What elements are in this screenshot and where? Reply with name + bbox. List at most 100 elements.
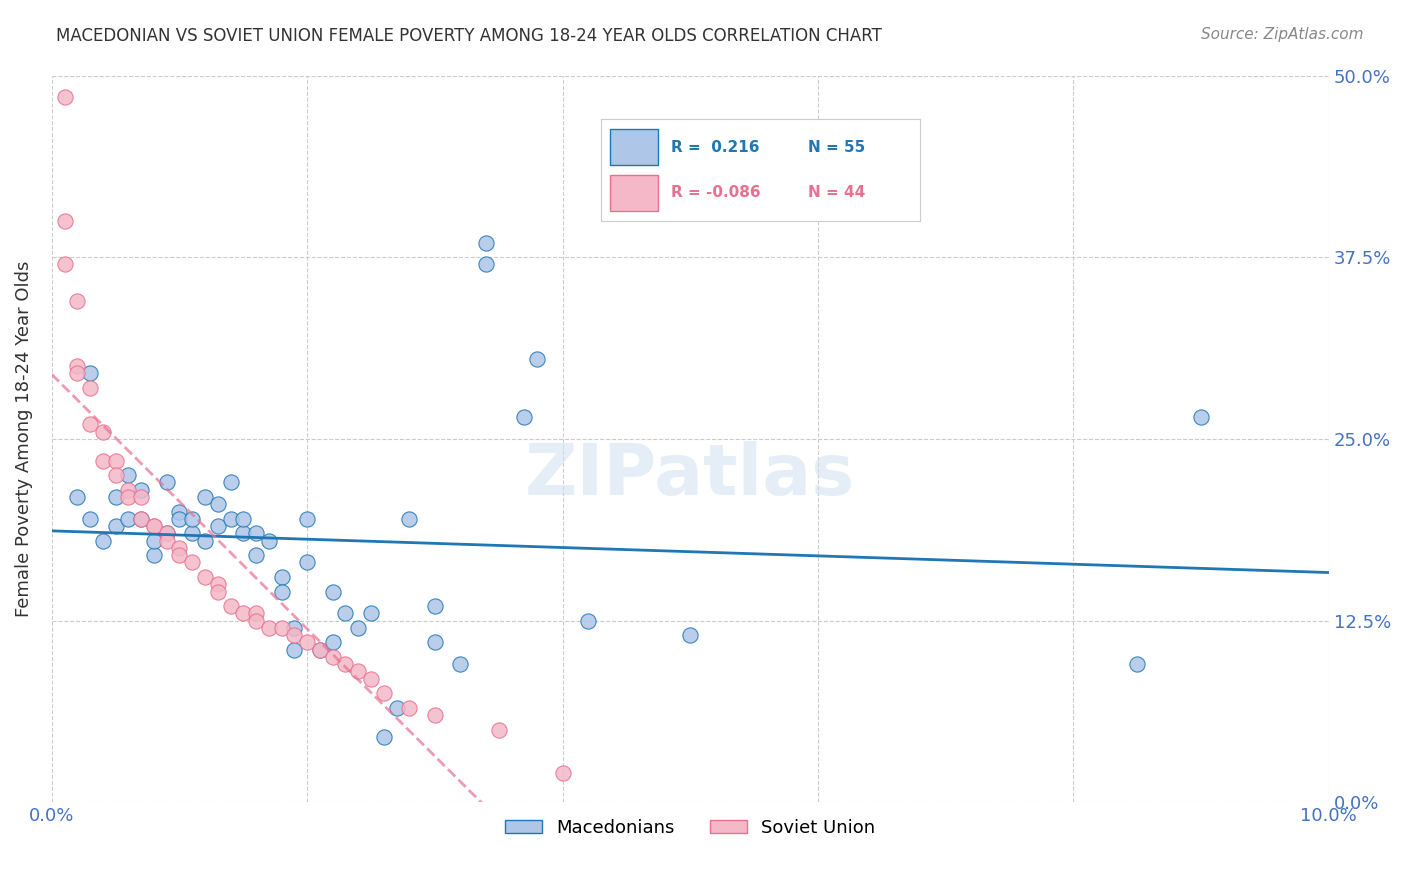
Point (104, 490, 127, 504)
Point (219, 475, 242, 490)
Point (309, 642, 332, 657)
Point (207, 577, 229, 591)
Point (1189, 410, 1212, 425)
Point (142, 519, 165, 533)
Point (156, 526, 179, 541)
Point (66, 367, 89, 381)
Point (360, 607, 382, 621)
Point (207, 497, 229, 511)
Point (129, 512, 152, 526)
Point (360, 672, 382, 686)
Point (295, 556, 318, 570)
Point (257, 533, 280, 548)
Point (232, 607, 254, 621)
Point (104, 453, 127, 467)
Point (373, 686, 395, 700)
Point (156, 533, 179, 548)
Point (194, 570, 217, 584)
Point (181, 526, 204, 541)
Point (79, 367, 101, 381)
Point (181, 512, 204, 526)
Point (104, 468, 127, 483)
Point (373, 730, 395, 744)
Point (79, 417, 101, 432)
Point (194, 490, 217, 504)
Point (79, 512, 101, 526)
Point (309, 642, 332, 657)
Point (142, 548, 165, 562)
Point (142, 533, 165, 548)
Point (194, 533, 217, 548)
Point (66, 293, 89, 308)
Text: Source: ZipAtlas.com: Source: ZipAtlas.com (1201, 27, 1364, 42)
Point (129, 483, 152, 497)
Point (232, 512, 254, 526)
Point (91, 425, 114, 439)
Point (270, 621, 292, 635)
Point (53, 90, 76, 104)
Point (475, 235, 498, 250)
Point (142, 519, 165, 533)
Point (129, 490, 152, 504)
Point (232, 526, 254, 541)
Point (283, 628, 305, 642)
Point (91, 533, 114, 548)
Point (245, 548, 267, 562)
Point (385, 700, 408, 714)
Point (181, 556, 204, 570)
Point (156, 475, 179, 490)
Point (207, 519, 229, 533)
Point (219, 599, 242, 613)
Point (169, 512, 191, 526)
Point (117, 512, 139, 526)
Point (576, 614, 599, 628)
Point (270, 584, 292, 599)
Point (449, 657, 471, 672)
Point (169, 548, 191, 562)
Point (398, 512, 420, 526)
Point (156, 526, 179, 541)
Point (283, 621, 305, 635)
Point (283, 642, 305, 657)
Point (551, 766, 574, 780)
Point (169, 505, 191, 519)
Legend: Macedonians, Soviet Union: Macedonians, Soviet Union (498, 812, 883, 844)
Point (257, 621, 280, 635)
Point (117, 483, 139, 497)
Point (322, 584, 344, 599)
Point (398, 700, 420, 714)
Point (66, 490, 89, 504)
Point (488, 723, 510, 737)
Point (1126, 657, 1149, 672)
Point (295, 512, 318, 526)
Point (270, 570, 292, 584)
Point (53, 214, 76, 228)
Y-axis label: Female Poverty Among 18-24 Year Olds: Female Poverty Among 18-24 Year Olds (15, 260, 32, 617)
Point (347, 665, 370, 679)
Point (245, 526, 267, 541)
Point (79, 381, 101, 395)
Point (104, 519, 127, 533)
Point (53, 257, 76, 271)
Point (117, 490, 139, 504)
Point (526, 351, 548, 366)
Point (207, 584, 229, 599)
Text: MACEDONIAN VS SOVIET UNION FEMALE POVERTY AMONG 18-24 YEAR OLDS CORRELATION CHAR: MACEDONIAN VS SOVIET UNION FEMALE POVERT… (56, 27, 882, 45)
Point (322, 635, 344, 649)
Point (295, 635, 318, 649)
Point (475, 257, 498, 271)
Point (335, 657, 357, 672)
Point (129, 512, 152, 526)
Point (322, 649, 344, 664)
Point (679, 628, 702, 642)
Text: ZIPatlas: ZIPatlas (526, 441, 855, 509)
Point (423, 635, 446, 649)
Point (513, 410, 536, 425)
Point (91, 453, 114, 467)
Point (335, 607, 357, 621)
Point (245, 614, 267, 628)
Point (66, 359, 89, 374)
Point (423, 708, 446, 723)
Point (169, 541, 191, 555)
Point (219, 512, 242, 526)
